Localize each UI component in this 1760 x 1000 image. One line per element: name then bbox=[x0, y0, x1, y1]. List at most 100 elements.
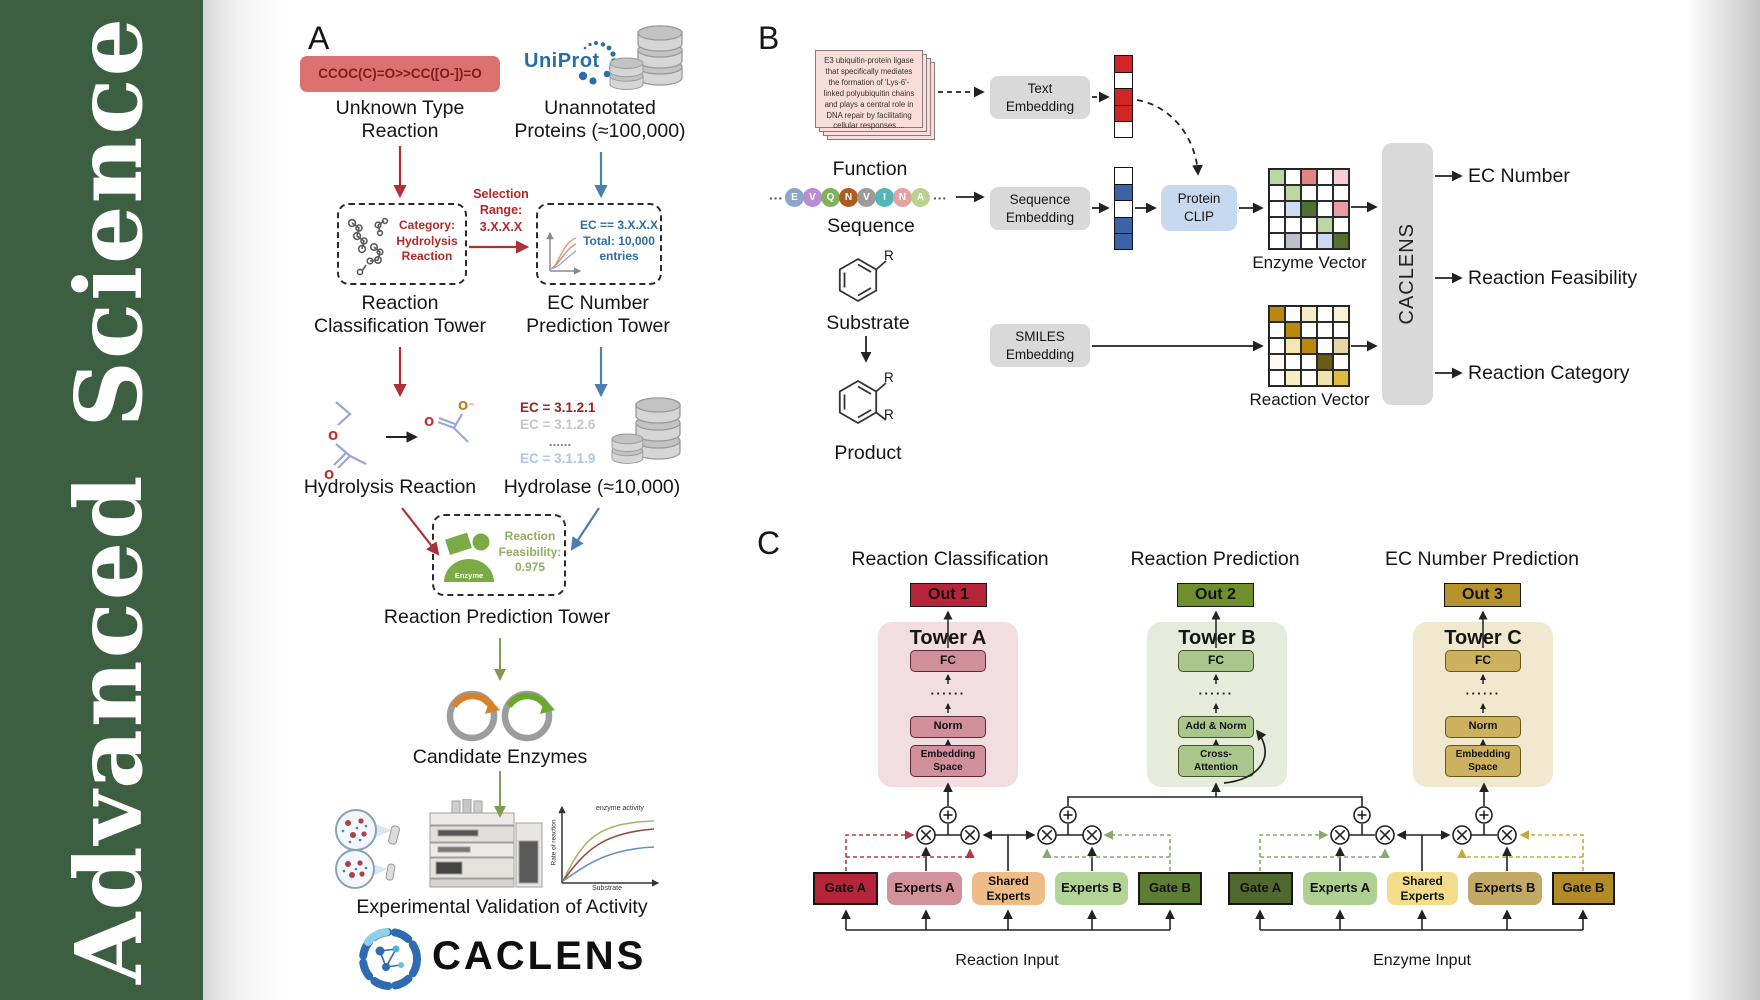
text-vector bbox=[1114, 55, 1133, 138]
ec-item-dots: ...... bbox=[548, 434, 572, 449]
experts-b-reaction: Experts B bbox=[1055, 872, 1128, 905]
tower-b-crossattention-box: Cross- Attention bbox=[1178, 745, 1254, 777]
out1-box: Out 1 bbox=[910, 583, 987, 607]
database-icon-small bbox=[611, 397, 681, 464]
enzyme-vector-label: Enzyme Vector bbox=[1252, 253, 1367, 272]
product-molecule bbox=[838, 379, 887, 425]
curves-icon bbox=[546, 231, 582, 275]
sequence-ellipsis-left: ··· bbox=[769, 189, 783, 206]
journal-word-science: Science bbox=[55, 16, 163, 428]
reaction-vector-label: Reaction Vector bbox=[1249, 390, 1370, 409]
microscopy-icon bbox=[335, 809, 400, 889]
tower-a-fc-box: FC bbox=[910, 650, 986, 672]
validation-label: Experimental Validation of Activity bbox=[356, 896, 648, 918]
ec-number-tower-label: EC Number Prediction Tower bbox=[526, 292, 670, 337]
hplc-icon bbox=[429, 799, 543, 888]
ester-o1: O bbox=[328, 429, 338, 443]
ester-molecule: O O bbox=[324, 401, 367, 480]
sequence-ellipsis-right: ··· bbox=[933, 189, 947, 206]
header-ec-number-prediction: EC Number Prediction bbox=[1385, 548, 1579, 570]
activity-xlabel: Substrate bbox=[592, 885, 622, 892]
gate-a-reaction: Gate A bbox=[813, 872, 878, 905]
tower-a-norm-box: Norm bbox=[910, 716, 986, 738]
header-reaction-prediction: Reaction Prediction bbox=[1130, 548, 1300, 570]
uniprot-logo: UniProt bbox=[524, 50, 600, 72]
shared-experts-reaction: Shared Experts bbox=[972, 872, 1045, 905]
tower-c-fc-box: FC bbox=[1445, 650, 1521, 672]
product-r2-label: R bbox=[884, 407, 894, 422]
gate-b-reaction: Gate B bbox=[1138, 872, 1202, 905]
caclens-bar-label: CACLENS bbox=[1396, 223, 1418, 325]
acetate-o-minus: O⁻ bbox=[458, 399, 475, 413]
tower-b-addnorm-box: Add & Norm bbox=[1178, 716, 1254, 738]
ec-item: EC = 3.1.2.1 bbox=[520, 400, 596, 415]
hydrolase-label: Hydrolase (≈10,000) bbox=[503, 476, 681, 498]
tower-a-embedding-box: Embedding Space bbox=[910, 745, 986, 777]
panel-b-label: B bbox=[758, 20, 780, 56]
ec-item: EC = 3.1.2.6 bbox=[520, 417, 596, 432]
category-text: Category: Hydrolysis Reaction bbox=[396, 218, 458, 264]
journal-word-advanced: Advanced bbox=[55, 473, 163, 984]
activity-ylabel: Rate of reaction bbox=[550, 819, 558, 866]
page-left-shadow bbox=[203, 0, 285, 1000]
enzyme-input-label: Enzyme Input bbox=[1373, 952, 1471, 969]
tower-c-title: Tower C bbox=[1444, 627, 1522, 649]
ec-item: EC = 3.1.1.9 bbox=[520, 451, 596, 466]
sequence-label: Sequence bbox=[827, 215, 915, 237]
substrate-label: Substrate bbox=[826, 312, 910, 334]
product-r1-label: R bbox=[884, 370, 894, 385]
journal-sidebar bbox=[0, 0, 203, 1000]
smiles-box: CCOC(C)=O>>CC([O-])=O bbox=[300, 56, 500, 92]
activity-graph-plot bbox=[558, 805, 660, 887]
function-label: Function bbox=[832, 158, 908, 180]
tower-a-dots: ······ bbox=[930, 686, 966, 701]
header-reaction-classification: Reaction Classification bbox=[851, 548, 1049, 570]
tower-a-title: Tower A bbox=[909, 627, 987, 649]
molecule-icon bbox=[347, 217, 389, 276]
enzyme-vector-grid bbox=[1268, 168, 1350, 250]
experts-a-enzyme: Experts A bbox=[1303, 872, 1377, 905]
output-reaction-category: Reaction Category bbox=[1468, 362, 1630, 384]
text-embedding-box: Text Embedding bbox=[990, 76, 1090, 119]
activity-curve-label: enzyme activity bbox=[596, 805, 644, 812]
feasibility-text: Reaction Feasibility: 0.975 bbox=[498, 529, 562, 575]
reaction-vector-grid bbox=[1268, 305, 1350, 387]
protein-clip-box: Protein CLIP bbox=[1161, 185, 1237, 231]
page-right-shadow bbox=[1686, 0, 1760, 1000]
product-label: Product bbox=[834, 442, 902, 464]
feasibility-dashed-box: Enzyme Reaction Feasibility: 0.975 bbox=[432, 514, 566, 596]
ec-range-dashed-box: EC == 3.X.X.X Total: 10,000 entries bbox=[536, 203, 662, 285]
activity-graph: enzyme activity Rate of reaction Substra… bbox=[544, 797, 668, 895]
journal-title: Advanced Science bbox=[34, 0, 184, 1000]
enzyme-icon-label: Enzyme bbox=[455, 571, 483, 580]
tower-b-dots: ······ bbox=[1198, 686, 1234, 701]
shared-experts-enzyme: Shared Experts bbox=[1387, 872, 1458, 905]
caclens-bar: CACLENS bbox=[1382, 143, 1433, 405]
tower-b-title: Tower B bbox=[1178, 627, 1256, 649]
out2-box: Out 2 bbox=[1177, 583, 1254, 607]
ester-o2: O bbox=[324, 468, 334, 480]
tower-c-norm-box: Norm bbox=[1445, 716, 1521, 738]
panel-c-label: C bbox=[757, 525, 781, 561]
unknown-reaction-label: Unknown Type Reaction bbox=[335, 97, 465, 142]
gate-a-enzyme: Gate A bbox=[1228, 872, 1293, 905]
acetate-o: O bbox=[424, 415, 434, 429]
acetate-molecule: O⁻ O bbox=[424, 399, 475, 443]
experts-b-enzyme: Experts B bbox=[1468, 872, 1542, 905]
caclens-logo bbox=[359, 928, 421, 990]
function-card-text: E3 ubiquitin-protein ligase that specifi… bbox=[815, 50, 923, 130]
gate-b-enzyme: Gate B bbox=[1552, 872, 1615, 905]
out3-box: Out 3 bbox=[1444, 583, 1521, 607]
candidate-enzymes-label: Candidate Enzymes bbox=[412, 746, 588, 768]
sequence-vector bbox=[1114, 167, 1133, 250]
hydrolysis-label: Hydrolysis Reaction bbox=[303, 476, 477, 498]
plasmid-icon bbox=[446, 690, 555, 742]
category-dashed-box: Category: Hydrolysis Reaction bbox=[337, 203, 467, 285]
caclens-wordmark: CACLENS bbox=[432, 934, 647, 978]
panel-a-label: A bbox=[308, 20, 330, 56]
selection-range-label: Selection Range: 3.X.X.X bbox=[473, 187, 529, 234]
enzyme-icon: Enzyme bbox=[444, 532, 494, 582]
reaction-input-label: Reaction Input bbox=[955, 952, 1059, 969]
